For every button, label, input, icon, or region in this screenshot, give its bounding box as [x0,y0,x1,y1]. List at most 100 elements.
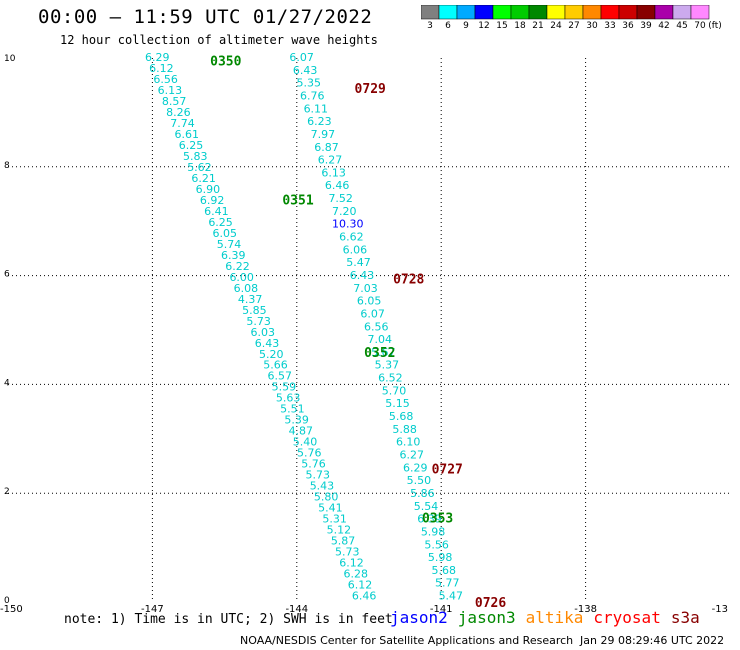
color-legend [421,5,710,20]
wave-height-label: 6.00 [229,271,254,284]
wave-height-label: 6.12 [339,557,364,570]
generated-timestamp: Jan 29 08:29:46 UTC 2022 [580,634,725,647]
wave-height-label: 6.29 [403,461,428,474]
wave-height-label: 6.87 [314,141,339,154]
wave-height-label: 5.86 [410,487,435,500]
wave-height-label: 8.26 [166,106,191,119]
legend-label: 39 [640,21,652,31]
wave-height-label: 5.35 [296,77,321,90]
wave-height-label: 5.37 [375,359,400,372]
wave-height-label: 10.30 [332,218,364,231]
wave-height-label: 6.39 [417,513,442,526]
legend-label: 12 [478,21,490,31]
wave-height-label: 5.56 [424,538,449,551]
wave-height-label: 5.51 [280,403,305,416]
credit-line: NOAA/NESDIS Center for Satellite Applica… [240,634,574,647]
wave-height-label: 7.52 [328,192,353,205]
legend-label: 6 [445,21,451,31]
wave-height-label: 6.12 [149,62,174,75]
wave-height-label: 5.15 [385,397,410,410]
wave-height-label: 5.20 [259,348,284,361]
wave-height-label: 6.57 [267,370,292,383]
wave-height-label: 6.46 [325,179,350,192]
x-tick-label: -147 [141,604,164,615]
wave-height-label: 4.87 [289,425,314,438]
wave-height-label: 5.74 [217,238,242,251]
wave-height-label: 7.97 [311,128,336,141]
wave-height-label: 6.39 [221,249,246,262]
pass-time-label: 0350 [210,55,241,70]
y-tick-label: 10 [4,54,16,64]
pass-time-label: 0729 [355,82,386,97]
wave-height-label: 5.83 [183,150,208,163]
wave-height-label: 6.21 [191,172,216,185]
wave-height-label: 6.03 [251,326,276,339]
legend-label: 15 [496,21,508,31]
legend-label: 24 [550,21,562,31]
wave-height-label: 6.06 [343,243,368,256]
wave-height-label: 5.54 [414,500,439,513]
wave-height-label: 6.07 [289,51,314,64]
legend-label: 30 [586,21,598,31]
wave-height-label: 5.62 [187,161,212,174]
wave-height-label: 6.25 [179,139,204,152]
wave-height-label: 6.22 [225,260,250,273]
wave-height-label: 6.10 [396,436,421,449]
satellite-name: s3a [670,608,700,627]
wave-height-label: 7.03 [353,282,378,295]
wave-height-label: 5.87 [331,535,356,548]
wave-height-label: 6.56 [153,73,178,86]
wave-height-label: 5.12 [327,524,352,537]
wave-height-label: 6.27 [318,154,343,167]
x-tick-label: -141 [430,604,453,615]
wave-height-label: 6.07 [360,307,385,320]
wave-height-label: 4.37 [238,293,263,306]
wave-height-label: 6.05 [213,227,238,240]
wave-height-label: 5.68 [431,564,456,577]
legend-label: 18 [514,21,526,31]
wave-height-label: 7.20 [332,205,357,218]
wave-height-label: 6.43 [293,64,318,77]
wave-height-label: 7.74 [170,117,195,130]
wave-height-label: 5.80 [314,491,339,504]
wave-height-label: 5.98 [421,525,446,538]
wave-height-label: 6.13 [158,84,183,97]
legend-label: 27 [568,21,580,31]
wave-height-label: 5.68 [389,410,414,423]
pass-time-label: 0728 [393,272,424,287]
wave-height-label: 6.23 [307,115,332,128]
wave-height-label: 6.27 [399,449,424,462]
wave-height-label: 5.39 [284,414,309,427]
wave-height-label: 5.31 [322,513,347,526]
wave-height-label: 5.41 [318,502,343,515]
legend-label: 36 [622,21,634,31]
wave-height-label: 5.50 [407,474,432,487]
legend-label: 70 [694,21,706,31]
wave-height-label: 6.41 [204,205,229,218]
wave-height-label: 6.43 [255,337,280,350]
wave-height-label: 6.43 [350,269,375,282]
legend-label: 21 [532,21,544,31]
wave-height-label: 5.63 [276,392,301,405]
satellite-name: jason2 [390,608,448,627]
wave-height-label: 6.12 [348,579,373,592]
wave-height-label: 5.85 [242,304,267,317]
legend-label: 9 [463,21,469,31]
wave-height-label: 5.59 [272,381,297,394]
pass-time-label: 0727 [432,463,463,478]
chart-title: 00:00 – 11:59 UTC 01/27/2022 [38,6,373,28]
wave-height-label: 5.76 [301,458,326,471]
pass-time-label: 0352 [364,346,395,361]
legend-swatch [690,5,710,20]
legend-label: 42 [658,21,670,31]
satellite-legend: jason2 jason3 altika cryosat s3a [390,608,710,627]
x-tick-label: -150 [0,604,23,615]
pass-time-label: 0353 [422,512,453,527]
pass-time-label: 0726 [475,596,506,611]
satellite-name: jason3 [457,608,516,627]
x-tick-label: -144 [285,604,308,615]
chart-subtitle: 12 hour collection of altimeter wave hei… [60,33,378,47]
wave-height-label: 6.46 [352,590,377,603]
wave-height-label: 6.92 [200,194,225,207]
wave-height-label: 5.66 [263,359,288,372]
